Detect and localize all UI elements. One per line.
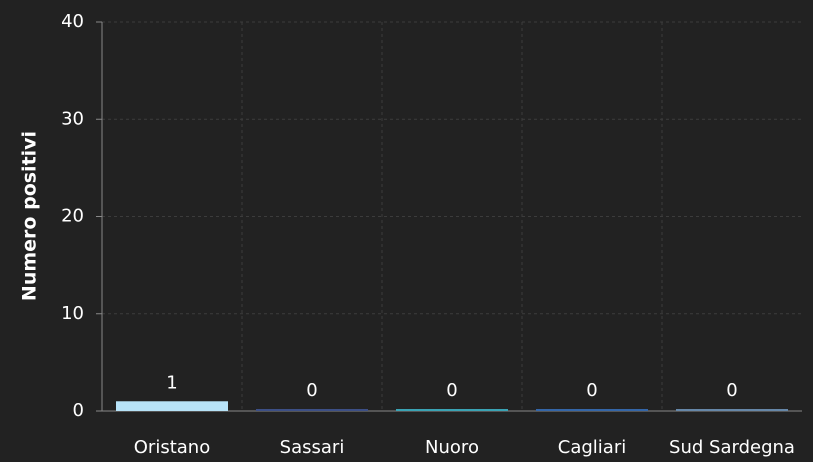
bar <box>116 401 228 411</box>
value-label: 0 <box>446 380 457 401</box>
bar <box>256 409 368 411</box>
x-tick-label: Sassari <box>280 437 345 458</box>
x-tick-label: Cagliari <box>558 437 626 458</box>
y-tick-label: 20 <box>61 206 84 227</box>
y-tick-label: 30 <box>61 108 84 129</box>
value-label: 0 <box>586 380 597 401</box>
value-label: 0 <box>726 380 737 401</box>
y-tick-label: 0 <box>73 400 84 421</box>
y-tick-label: 10 <box>61 303 84 324</box>
y-axis-label: Numero positivi <box>19 131 41 301</box>
value-label: 1 <box>166 372 177 393</box>
x-tick-label: Oristano <box>134 437 210 458</box>
bar <box>536 409 648 411</box>
bar <box>396 409 508 411</box>
bar <box>676 409 788 411</box>
value-label: 0 <box>306 380 317 401</box>
x-tick-label: Nuoro <box>425 437 479 458</box>
x-tick-label: Sud Sardegna <box>669 437 795 458</box>
y-tick-label: 40 <box>61 11 84 32</box>
